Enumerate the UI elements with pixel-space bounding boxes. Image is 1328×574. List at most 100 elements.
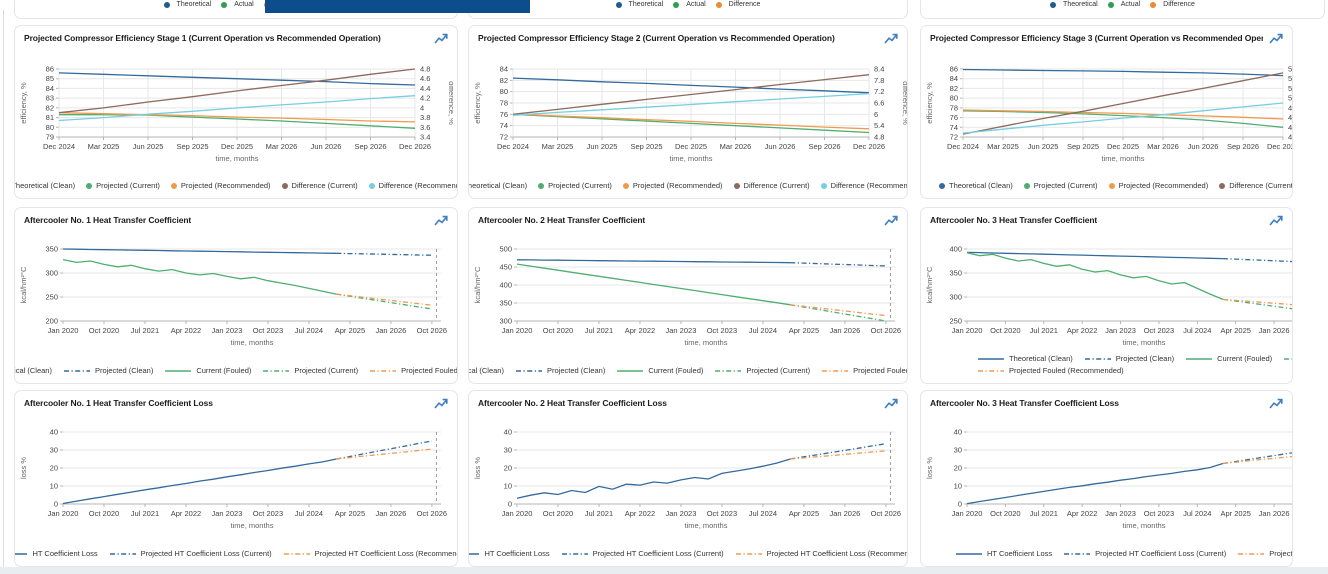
legend-item[interactable]: Projected HT Coefficient Loss (Recommend… [283, 549, 457, 558]
legend-line-icon [165, 369, 192, 372]
svg-text:Jul 2021: Jul 2021 [131, 326, 159, 335]
top-partial-card: Theoretical Actual Difference [920, 0, 1325, 19]
legend-item[interactable]: Theoretical [163, 1, 211, 8]
trend-expand-icon[interactable] [884, 215, 898, 227]
svg-text:84: 84 [500, 65, 508, 74]
legend-item[interactable]: Projected HT Coefficient Loss (Current) [109, 549, 272, 558]
chart-title: Projected Compressor Efficiency Stage 1 … [24, 33, 381, 43]
legend-item[interactable]: Difference (Current) [281, 181, 358, 190]
legend-item[interactable]: Actual [1107, 1, 1140, 8]
legend-item[interactable]: Projected (Current) [262, 366, 358, 375]
legend-label: Theoretical (Clean) [1009, 354, 1073, 363]
legend-item[interactable]: Theoretical (Clean) [977, 354, 1073, 363]
trend-expand-icon[interactable] [1269, 398, 1283, 410]
legend-label: Current (Fouled) [648, 366, 704, 375]
top-partial-card: Theoretical Actual Difference [468, 0, 908, 19]
legend-item[interactable]: Theoretical (Clean) [939, 181, 1013, 190]
trend-expand-icon[interactable] [1269, 215, 1283, 227]
svg-text:300: 300 [45, 269, 58, 278]
legend-item[interactable]: Projected HT Coefficient Loss (Current) [561, 549, 724, 558]
legend-label: Theoretical (Clean) [15, 366, 52, 375]
legend-item[interactable]: Projected (Clean) [515, 366, 605, 375]
legend-item[interactable]: Projected (Recommended) [622, 181, 723, 190]
svg-text:time, months: time, months [685, 521, 728, 530]
legend-item[interactable]: Projected HT Coefficient Loss (Recommend… [1237, 549, 1292, 558]
legend-item[interactable]: Projected (Recommended) [170, 181, 271, 190]
svg-text:Jan 2026: Jan 2026 [829, 509, 860, 518]
legend-line-icon [15, 552, 28, 555]
legend-item[interactable]: Difference [1150, 1, 1195, 8]
chart-area: 0 10 20 30 40 Jan 2020 Oct 2020 Jul 2021 Apr 202… [471, 422, 907, 545]
legend-item[interactable]: Projected Fouled (Recommended) [821, 366, 907, 375]
legend-label: Projected (Clean) [1115, 354, 1175, 363]
svg-text:80: 80 [500, 87, 508, 96]
trend-expand-icon[interactable] [884, 398, 898, 410]
legend-item[interactable]: Projected (Current) [538, 181, 612, 190]
legend-item[interactable]: Theoretical (Clean) [469, 366, 504, 375]
svg-text:82: 82 [950, 84, 958, 93]
svg-text:0: 0 [958, 500, 962, 509]
svg-text:time, months: time, months [1123, 338, 1166, 347]
legend-item[interactable]: Theoretical (Clean) [15, 366, 52, 375]
chart-canvas: 72 74 76 78 80 82 84 4.8 5.4 6 6.6 7.2 7.8 8.4 Dec 202… [473, 65, 907, 164]
svg-text:4.8: 4.8 [1288, 103, 1293, 112]
trend-expand-icon[interactable] [434, 215, 448, 227]
legend-item[interactable]: Theoretical (Clean) [469, 181, 527, 190]
trend-expand-icon[interactable] [1269, 33, 1283, 45]
chart-legend: HT Coefficient Loss Projected HT Coeffici… [469, 549, 907, 558]
legend-item[interactable]: Projected (Clean) [1084, 354, 1174, 363]
svg-text:0: 0 [508, 500, 512, 509]
svg-text:84: 84 [46, 84, 54, 93]
svg-text:78: 78 [950, 103, 958, 112]
svg-text:difference, %: difference, % [901, 81, 907, 125]
svg-text:4.8: 4.8 [874, 133, 884, 142]
svg-text:time, months: time, months [1102, 154, 1145, 163]
legend-dot-icon [221, 1, 228, 8]
svg-text:Mar 2025: Mar 2025 [88, 142, 120, 151]
legend-item[interactable]: HT Coefficient Loss [15, 549, 98, 558]
legend-item[interactable]: Actual [673, 1, 706, 8]
legend-item[interactable]: Difference (Current) [733, 181, 810, 190]
legend-item[interactable]: Theoretical [1050, 1, 1098, 8]
legend-item[interactable]: Projected HT Coefficient Loss (Current) [1063, 549, 1226, 558]
chart-title: Projected Compressor Efficiency Stage 2 … [478, 33, 835, 43]
legend-item[interactable]: Current (Fouled) [164, 366, 251, 375]
legend-item[interactable]: Projected (Current) [1283, 354, 1292, 363]
legend-item[interactable]: Projected Fouled (Recommended) [977, 366, 1124, 375]
legend-item[interactable]: HT Coefficient Loss [469, 549, 550, 558]
legend-item[interactable]: Current (Fouled) [616, 366, 703, 375]
svg-text:300: 300 [499, 317, 512, 326]
svg-text:Oct 2023: Oct 2023 [1144, 509, 1174, 518]
legend-item[interactable]: Difference (Current) [1219, 181, 1292, 190]
svg-text:efficiency, %: efficiency, % [925, 82, 934, 124]
legend-item[interactable]: Difference (Recommended) [820, 181, 907, 190]
svg-text:6: 6 [874, 110, 878, 119]
legend-item[interactable]: Difference [715, 1, 760, 8]
legend-item[interactable]: Actual [221, 1, 254, 8]
legend-item[interactable]: Theoretical [615, 1, 663, 8]
svg-text:Jan 2023: Jan 2023 [666, 326, 697, 335]
trend-expand-icon[interactable] [434, 33, 448, 45]
chart-card: Aftercooler No. 1 Heat Transfer Coeffici… [14, 390, 458, 567]
legend-item[interactable]: HT Coefficient Loss [955, 549, 1052, 558]
legend-item[interactable]: Projected (Current) [714, 366, 810, 375]
trend-expand-icon[interactable] [434, 398, 448, 410]
chart-legend: Theoretical (Clean) Projected (Current) Pr… [15, 181, 457, 190]
legend-item[interactable]: Projected (Current) [86, 181, 160, 190]
legend-item[interactable]: Current (Fouled) [1185, 354, 1272, 363]
svg-text:Sep 2025: Sep 2025 [176, 142, 208, 151]
legend-item[interactable]: Projected HT Coefficient Loss (Recommend… [735, 549, 907, 558]
trend-expand-icon[interactable] [884, 33, 898, 45]
chart-card: Projected Compressor Efficiency Stage 1 … [14, 25, 458, 199]
legend-item[interactable]: Difference (Recommended) [368, 181, 457, 190]
legend-item[interactable]: Projected Fouled (Recommended) [369, 366, 457, 375]
top-card-legend: Theoretical Actual Difference [921, 1, 1324, 8]
svg-text:efficiency, %: efficiency, % [473, 82, 482, 124]
legend-item[interactable]: Theoretical (Clean) [15, 181, 75, 190]
legend-item[interactable]: Projected (Current) [1023, 181, 1098, 190]
legend-item[interactable]: Projected (Clean) [63, 366, 153, 375]
legend-item[interactable]: Projected (Recommended) [1108, 181, 1208, 190]
chart-card-header: Aftercooler No. 2 Heat Transfer Coeffici… [469, 208, 907, 227]
legend-label: HT Coefficient Loss [987, 549, 1053, 558]
